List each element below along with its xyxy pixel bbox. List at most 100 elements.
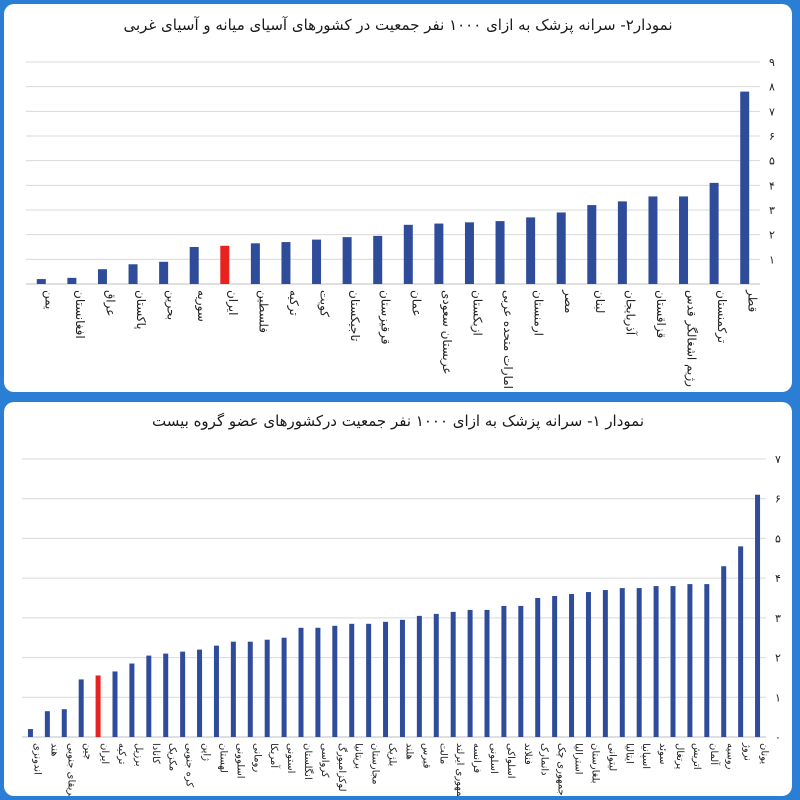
category-label: ترکیه <box>286 290 301 316</box>
bar <box>679 196 689 284</box>
bar <box>399 619 405 737</box>
bar <box>264 639 270 737</box>
category-label: جمهوری ایرلند <box>454 743 465 796</box>
category-label: عربستان سعودی <box>439 290 454 375</box>
bar <box>281 242 291 284</box>
category-label: لوکزامبورگ <box>336 743 349 792</box>
bar-chart-bottom: ۰ ۱ ۲ ۳ ۴ ۵ ۶ ۷ اندونزی هند آفریقای جنوبی چین ایران ت… <box>22 453 781 796</box>
category-label: سوریه <box>194 290 209 322</box>
category-label: قبرس <box>420 743 431 769</box>
bar <box>366 623 372 737</box>
category-label: استونی <box>285 743 296 773</box>
bar <box>755 494 761 737</box>
bar <box>180 651 186 737</box>
bar <box>704 584 710 737</box>
bar <box>617 201 627 284</box>
bar <box>687 584 693 737</box>
category-label: ارمنستان <box>531 290 546 336</box>
y-tick-label: ۷ <box>775 453 781 466</box>
bar <box>416 615 422 737</box>
bar <box>434 223 444 284</box>
bar <box>373 235 383 284</box>
category-label: رومانی <box>251 743 262 772</box>
category-label: مکزیک <box>167 743 178 771</box>
bar <box>552 596 558 737</box>
category-label: افغانستان <box>73 290 87 339</box>
bar <box>97 269 107 284</box>
category-label: فلسطین <box>255 290 270 333</box>
bar <box>518 605 524 737</box>
bar <box>383 621 389 737</box>
bar <box>738 546 744 737</box>
bar <box>250 243 260 284</box>
bar <box>67 277 77 284</box>
bar <box>501 605 507 737</box>
bar <box>312 239 322 284</box>
bar <box>281 637 287 737</box>
category-label: هند <box>48 743 59 757</box>
category-label: فنلاند <box>522 743 533 765</box>
y-tick-label: ۵ <box>775 532 781 545</box>
y-tick-label: ۳ <box>775 612 781 625</box>
category-label: رژیم اشغالگر قدس <box>684 290 699 387</box>
bar <box>197 649 203 737</box>
category-label: چین <box>82 743 93 760</box>
bar <box>213 645 219 737</box>
y-tick-label: ۷ <box>769 105 775 118</box>
y-tick-label: ۳ <box>769 204 775 217</box>
category-label: مصر <box>561 289 576 313</box>
y-tick-label: ۶ <box>775 493 781 506</box>
category-label: ازبکستان <box>469 290 484 336</box>
category-label: قرقیزستان <box>378 290 393 344</box>
bar <box>332 625 338 737</box>
category-label: نروژ <box>742 742 753 761</box>
bar <box>128 264 138 284</box>
category-label: اسلواکی <box>505 743 516 779</box>
category-label: اتریش <box>691 743 702 770</box>
category-label: ژاپن <box>201 743 212 761</box>
bar <box>585 592 591 737</box>
bar <box>230 641 236 737</box>
bar <box>36 279 46 284</box>
category-label: تاجیکستان <box>348 290 362 341</box>
category-label: اسلوونی <box>234 743 245 779</box>
bar <box>112 671 118 737</box>
category-label: ترکمنستان <box>714 290 729 343</box>
category-label: امارات متحده عربی <box>500 290 515 389</box>
bar <box>433 613 439 737</box>
bar <box>535 598 541 737</box>
category-label: روسیه <box>725 743 736 770</box>
y-tick-label: ۱ <box>769 253 775 266</box>
chart-panel-bottom: نمودار ۱- سرانه پزشک به ازای ۱۰۰۰ نفر جم… <box>4 402 792 796</box>
bar <box>220 245 230 284</box>
category-label: کانادا <box>150 743 161 764</box>
y-tick-label: ۵ <box>769 155 775 168</box>
bar <box>342 237 352 284</box>
category-label: پرتغال <box>674 743 685 769</box>
category-label: دانمارک <box>539 743 550 776</box>
bar <box>349 623 355 737</box>
bar <box>44 711 50 737</box>
bar <box>740 91 750 284</box>
bar <box>159 261 169 284</box>
category-label: اسپانیا <box>640 743 651 769</box>
bar <box>146 655 152 737</box>
category-label: کرواسی <box>319 743 330 778</box>
category-label: ترکیه <box>116 743 127 765</box>
category-label: بحرین <box>164 290 179 320</box>
category-label: هلند <box>403 743 414 760</box>
bar <box>403 224 413 284</box>
bar <box>129 663 135 737</box>
bar <box>27 729 33 737</box>
category-label: اسلونی <box>488 743 499 774</box>
category-label: مالت <box>437 743 448 764</box>
category-label: فرانسه <box>471 743 482 773</box>
category-label: عراق <box>102 290 117 316</box>
category-label: پاکستان <box>134 290 148 330</box>
bar <box>636 588 642 737</box>
category-label: اندونزی <box>31 743 42 775</box>
category-label: ایران <box>99 743 110 764</box>
category-label: قطر <box>745 289 760 312</box>
category-label: آذربایجان <box>622 290 638 336</box>
category-label: عمان <box>409 290 423 317</box>
